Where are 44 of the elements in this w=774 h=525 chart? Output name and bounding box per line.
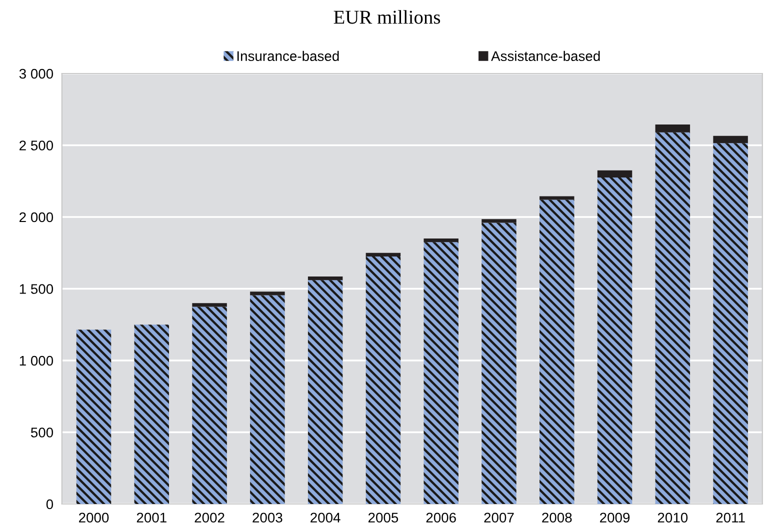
- chart-title: EUR millions: [334, 10, 440, 24]
- y-tick-label: 500: [30, 428, 54, 438]
- bar: [482, 219, 516, 223]
- bar: [540, 200, 574, 504]
- x-tick-label: 2011: [716, 512, 745, 523]
- bar: [597, 170, 632, 178]
- y-tick-label: 2 500: [20, 140, 54, 150]
- y-tick-label: 1 500: [20, 284, 54, 294]
- bar: [366, 252, 401, 256]
- bar: [597, 178, 632, 504]
- x-tick-label: 2001: [136, 512, 166, 523]
- bar: [713, 136, 748, 144]
- bar: [713, 143, 748, 504]
- bar: [424, 242, 458, 504]
- x-tick-label: 2007: [484, 512, 514, 523]
- bar: [366, 256, 401, 504]
- x-tick-label: 2005: [368, 512, 398, 523]
- bar: [250, 295, 285, 504]
- legend-label: Insurance-based: [237, 50, 339, 62]
- y-tick-label: 3 000: [19, 68, 54, 79]
- bar: [192, 303, 227, 307]
- x-tick-label: 2002: [194, 512, 224, 523]
- bar: [308, 280, 343, 504]
- bar: [250, 292, 285, 296]
- bar: [655, 132, 690, 504]
- x-tick-label: 2006: [426, 512, 456, 523]
- bar: [192, 306, 227, 504]
- y-tick-label: 1 000: [20, 356, 54, 366]
- x-tick-label: 2010: [658, 512, 688, 523]
- bar: [308, 276, 343, 280]
- legend-label: Assistance-based: [491, 50, 600, 62]
- bar: [134, 324, 170, 504]
- bar: [424, 238, 458, 242]
- x-tick-label: 2000: [79, 512, 109, 523]
- x-tick-label: 2004: [310, 512, 340, 523]
- bar: [540, 196, 574, 200]
- x-tick-label: 2003: [252, 512, 282, 523]
- y-tick-label: 0: [46, 499, 54, 510]
- bar: [482, 222, 516, 504]
- y-tick-label: 2 000: [20, 212, 54, 222]
- x-tick-label: 2009: [600, 512, 630, 523]
- bar: [655, 124, 690, 132]
- bar: [76, 330, 112, 504]
- x-tick-label: 2008: [542, 512, 572, 523]
